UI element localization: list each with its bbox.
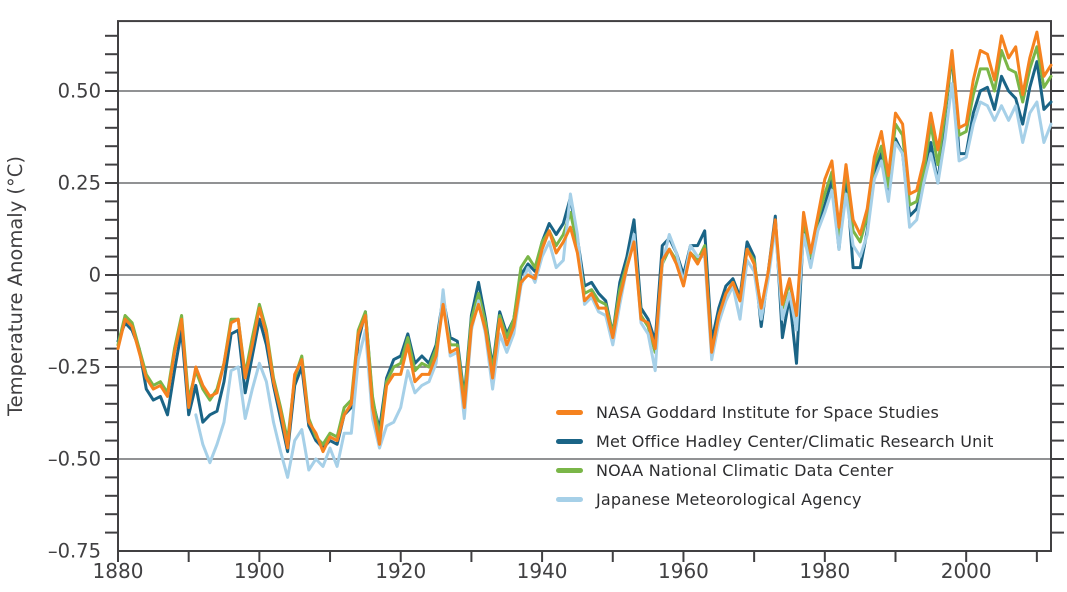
legend-swatch-nasa-giss bbox=[556, 409, 583, 415]
x-tick-label: 1980 bbox=[799, 559, 850, 583]
legend-label-noaa-ncdc: NOAA National Climatic Data Center bbox=[596, 460, 894, 480]
legend-item-jma: Japanese Meteorological Agency bbox=[556, 488, 994, 510]
series-line-met-office-hadcrut bbox=[116, 52, 1053, 454]
y-tick-label: –0.50 bbox=[48, 448, 101, 471]
legend-item-met-office-hadcrut: Met Office Hadley Center/Climatic Resear… bbox=[556, 430, 994, 452]
x-tick-label: 1920 bbox=[375, 559, 426, 583]
legend-swatch-met-office-hadcrut bbox=[556, 438, 583, 444]
x-tick-label: 1880 bbox=[93, 559, 144, 583]
series-line-nasa-giss bbox=[116, 30, 1053, 454]
legend-item-noaa-ncdc: NOAA National Climatic Data Center bbox=[556, 459, 994, 481]
legend-swatch-jma bbox=[556, 496, 583, 502]
series-line-noaa-ncdc bbox=[116, 45, 1053, 446]
y-tick-label: 0.25 bbox=[58, 172, 101, 195]
plot-frame bbox=[117, 20, 1052, 552]
y-tick-label: –0.25 bbox=[48, 356, 101, 379]
x-tick-label: 1900 bbox=[234, 559, 285, 583]
legend-label-jma: Japanese Meteorological Agency bbox=[596, 489, 862, 509]
y-tick-label: –0.75 bbox=[48, 540, 101, 563]
y-tick-label: 0 bbox=[89, 264, 101, 287]
legend-label-nasa-giss: NASA Goddard Institute for Space Studies bbox=[596, 402, 940, 422]
y-tick-label: 0.50 bbox=[58, 80, 101, 103]
legend-swatch-noaa-ncdc bbox=[556, 467, 583, 473]
y-axis-title: Temperature Anomaly (°C) bbox=[4, 156, 27, 417]
legend-item-nasa-giss: NASA Goddard Institute for Space Studies bbox=[556, 401, 994, 423]
legend: NASA Goddard Institute for Space Studies… bbox=[556, 401, 994, 517]
x-tick-label: 2000 bbox=[941, 559, 992, 583]
x-tick-label: 1960 bbox=[658, 559, 709, 583]
x-tick-label: 1940 bbox=[517, 559, 568, 583]
legend-label-met-office-hadcrut: Met Office Hadley Center/Climatic Resear… bbox=[596, 431, 994, 451]
